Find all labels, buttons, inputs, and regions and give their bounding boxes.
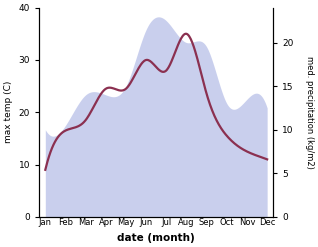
X-axis label: date (month): date (month) bbox=[117, 233, 195, 243]
Y-axis label: max temp (C): max temp (C) bbox=[4, 81, 13, 144]
Y-axis label: med. precipitation (kg/m2): med. precipitation (kg/m2) bbox=[305, 56, 314, 169]
